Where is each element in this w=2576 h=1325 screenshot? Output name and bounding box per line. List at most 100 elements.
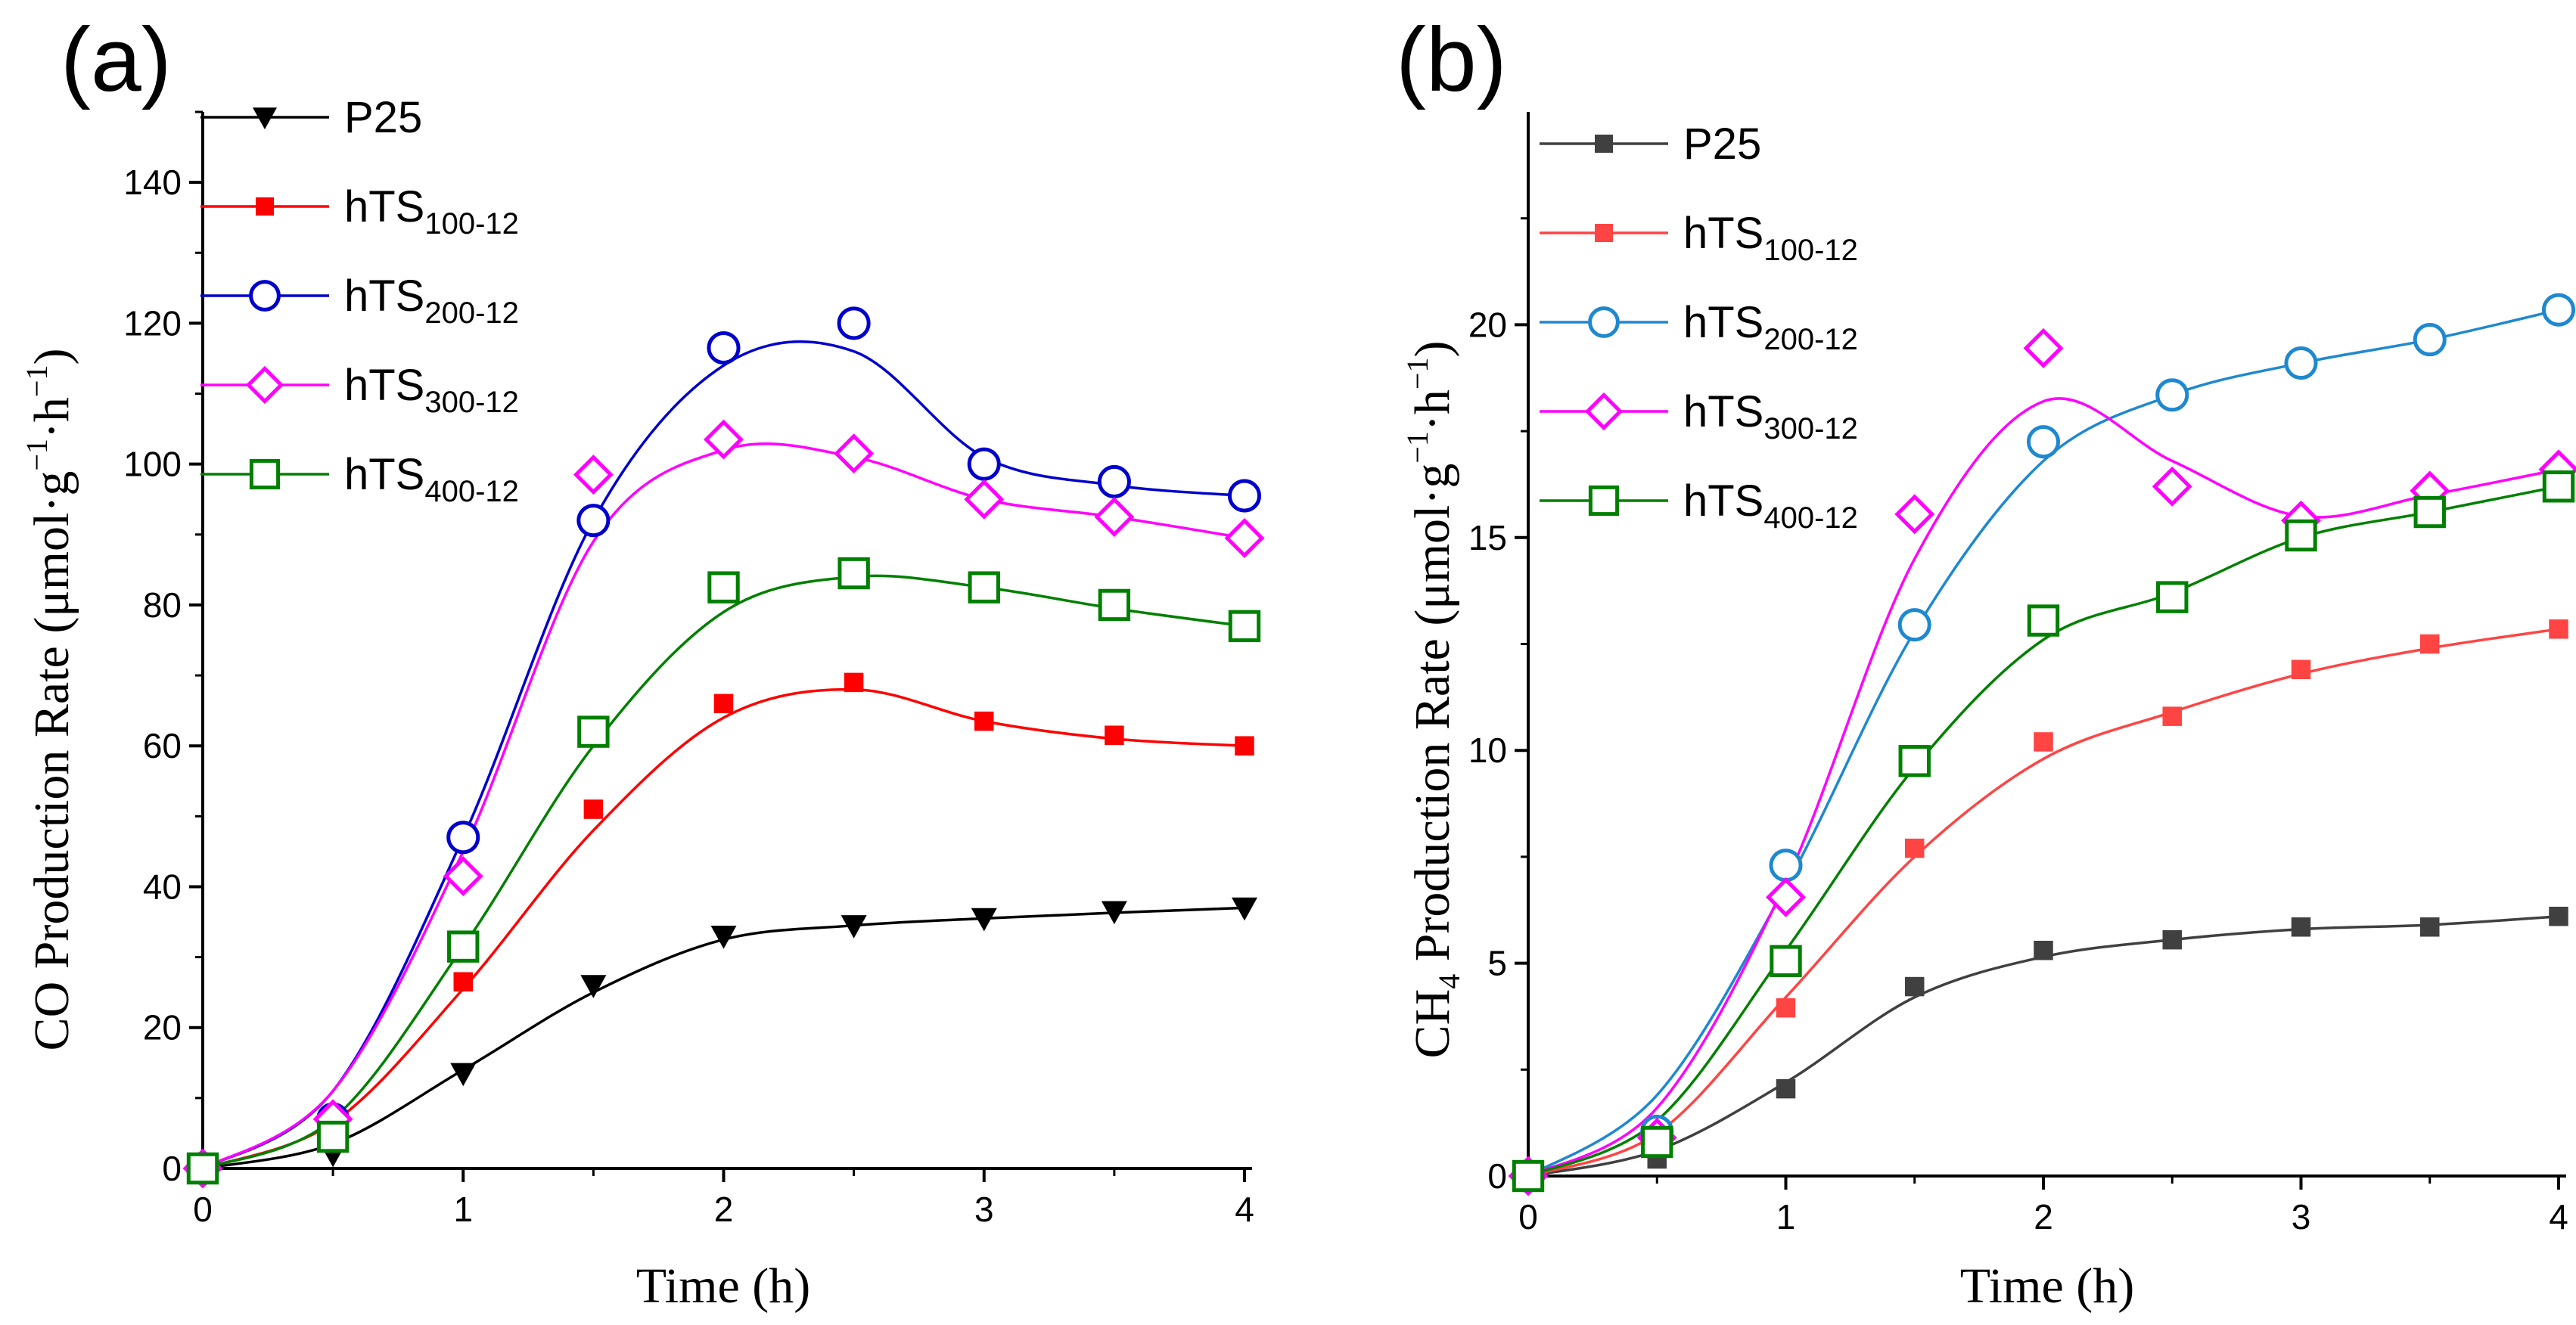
legend-marker bbox=[256, 197, 274, 216]
data-point bbox=[713, 694, 734, 714]
data-point bbox=[1101, 901, 1127, 925]
data-point bbox=[1766, 877, 1806, 917]
data-point bbox=[1770, 945, 1802, 977]
data-point bbox=[2549, 906, 2568, 926]
data-point bbox=[1898, 745, 1931, 777]
data-point bbox=[704, 419, 744, 460]
legend-marker bbox=[1595, 135, 1613, 153]
data-point bbox=[2285, 519, 2317, 552]
data-point bbox=[1228, 610, 1261, 643]
data-point bbox=[1227, 479, 1262, 513]
legend-label: hTS300-12 bbox=[1683, 387, 1858, 445]
data-point bbox=[1512, 1159, 1545, 1193]
panel-label-b: (b) bbox=[1396, 9, 1507, 110]
data-point bbox=[2541, 293, 2576, 327]
data-point bbox=[834, 433, 875, 474]
chart-a-axes bbox=[201, 112, 1252, 1170]
data-point bbox=[576, 504, 611, 538]
data-point bbox=[844, 672, 864, 693]
y-tick-label: 140 bbox=[123, 163, 182, 202]
data-point bbox=[967, 447, 1001, 481]
data-point bbox=[446, 821, 480, 855]
data-point bbox=[1769, 849, 1803, 883]
data-point bbox=[2549, 619, 2568, 639]
legend-item: hTS100-12 bbox=[1540, 209, 1858, 267]
data-point bbox=[1098, 588, 1131, 622]
legend-label: hTS400-12 bbox=[1683, 476, 1858, 535]
data-point bbox=[583, 799, 604, 819]
chart-a-y-label: CO Production Rate (μmol·g−1·h−1) bbox=[20, 349, 79, 1051]
y-tick-label: 10 bbox=[1468, 731, 1507, 770]
chart-b-y-label: CH4 Production Rate (μmol·g−1·h−1) bbox=[1400, 341, 1466, 1059]
fit-curve-hts300-12 bbox=[1527, 397, 2559, 1178]
data-point bbox=[968, 571, 1000, 604]
data-point bbox=[450, 1063, 477, 1087]
y-tick-label: 120 bbox=[123, 303, 182, 343]
chart-b-y-ticks: 0 5 10 15 20 bbox=[1468, 217, 1528, 1196]
data-point bbox=[1897, 608, 1931, 642]
fit-curve-hts200-12 bbox=[202, 340, 1245, 1170]
data-point bbox=[710, 926, 737, 949]
fit-curve-hts200-12 bbox=[1527, 308, 2559, 1178]
data-point bbox=[2162, 706, 2182, 726]
legend-item: hTS200-12 bbox=[1540, 298, 1858, 356]
chart-b-x-label: Time (h) bbox=[1960, 1258, 2134, 1314]
data-point bbox=[443, 856, 483, 896]
data-point bbox=[453, 972, 473, 991]
data-point bbox=[2152, 466, 2192, 507]
data-point bbox=[707, 571, 740, 604]
legend-label: hTS200-12 bbox=[344, 272, 519, 330]
data-point bbox=[707, 330, 741, 365]
data-point bbox=[2034, 940, 2053, 960]
chart-b-legend: P25 hTS100-12 hTS200-12 hTS300-12 hTS400-12 bbox=[1540, 119, 1858, 535]
chart-a-x-ticks: 0 1 2 3 4 bbox=[193, 1168, 1254, 1229]
legend-item: hTS200-12 bbox=[200, 272, 519, 330]
legend-label: hTS100-12 bbox=[344, 182, 519, 240]
legend-marker bbox=[245, 365, 284, 405]
y-tick-label: 20 bbox=[143, 1008, 182, 1047]
data-point bbox=[2413, 323, 2447, 357]
data-point bbox=[573, 455, 614, 495]
legend-label: hTS200-12 bbox=[1683, 298, 1858, 356]
x-tick-label: 1 bbox=[1776, 1197, 1796, 1237]
y-tick-label: 100 bbox=[123, 445, 182, 484]
y-tick-label: 80 bbox=[143, 585, 182, 625]
data-point bbox=[974, 711, 994, 731]
data-point bbox=[1097, 464, 1131, 499]
data-point bbox=[1776, 1078, 1796, 1099]
data-point bbox=[1094, 497, 1135, 538]
x-tick-label: 3 bbox=[974, 1190, 994, 1229]
legend-marker bbox=[1588, 306, 1620, 338]
legend-item: hTS400-12 bbox=[200, 450, 519, 508]
legend-label: hTS300-12 bbox=[344, 361, 519, 419]
data-point bbox=[1224, 517, 1265, 558]
y-tick-label: 0 bbox=[162, 1149, 182, 1188]
data-point bbox=[1105, 725, 1124, 745]
chart-b-axes bbox=[1527, 112, 2566, 1178]
legend-item: hTS300-12 bbox=[200, 361, 519, 419]
data-point bbox=[1641, 1125, 1673, 1159]
data-point bbox=[2420, 634, 2440, 654]
legend-marker bbox=[1595, 224, 1613, 242]
legend-label: P25 bbox=[344, 93, 422, 142]
data-point bbox=[577, 715, 610, 748]
data-point bbox=[186, 1152, 219, 1185]
legend-label: hTS400-12 bbox=[344, 450, 519, 508]
x-tick-label: 2 bbox=[2034, 1197, 2053, 1237]
fit-curve-hts100-12 bbox=[1527, 628, 2559, 1178]
legend-marker bbox=[249, 458, 281, 490]
legend-label: hTS100-12 bbox=[1683, 209, 1858, 267]
data-point bbox=[837, 306, 871, 340]
legend-item: P25 bbox=[200, 93, 422, 142]
legend-marker bbox=[1588, 485, 1620, 517]
y-tick-label: 60 bbox=[143, 726, 182, 765]
data-point bbox=[447, 930, 480, 963]
data-point bbox=[2162, 929, 2182, 950]
x-tick-label: 2 bbox=[714, 1190, 734, 1229]
chart-a-legend: P25 hTS100-12 hTS200-12 hTS300-12 hTS400-12 bbox=[200, 93, 519, 508]
data-point bbox=[841, 915, 867, 939]
x-tick-label: 1 bbox=[453, 1190, 473, 1229]
legend-marker bbox=[253, 107, 277, 129]
fit-curve-hts400-12 bbox=[1527, 485, 2559, 1178]
legend-item: hTS300-12 bbox=[1540, 387, 1858, 445]
